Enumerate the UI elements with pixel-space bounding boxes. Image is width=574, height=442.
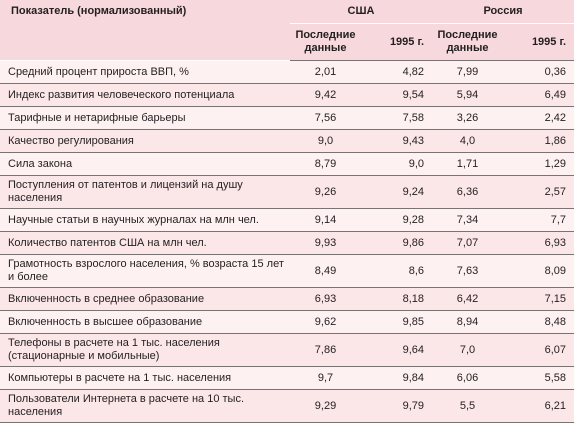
table-row: Сила закона 8,79 9,0 1,71 1,29 <box>0 152 574 176</box>
usa-1995-value: 4,82 <box>361 60 433 84</box>
indicator-name: Компьютеры в расчете на 1 тыс. населения <box>0 366 290 390</box>
usa-latest-value: 9,42 <box>290 83 361 107</box>
russia-latest-value: 4,0 <box>432 129 504 153</box>
russia-latest-value: 8,94 <box>432 310 504 334</box>
indicator-name: Индекс развития человеческого потенциала <box>0 83 290 107</box>
indicator-name: Пользователи Интернета в расчете на 10 т… <box>0 389 290 423</box>
usa-1995-value: 9,43 <box>361 129 433 153</box>
usa-latest-value: 8,49 <box>290 254 361 288</box>
table-row: Пользователи Интернета в расчете на 10 т… <box>0 389 574 423</box>
usa-1995-value: 9,64 <box>361 333 433 367</box>
russia-1995-value: 0,36 <box>503 60 574 84</box>
table-header: Показатель (нормализованный) США Россия … <box>0 0 574 61</box>
russia-1995-header: 1995 г. <box>503 23 574 61</box>
russia-latest-value: 6,06 <box>432 366 504 390</box>
russia-1995-value: 1,86 <box>503 129 574 153</box>
russia-1995-value: 8,09 <box>503 254 574 288</box>
indicator-name: Тарифные и нетарифные барьеры <box>0 106 290 130</box>
table-row: Поступления от патентов и лицензий на ду… <box>0 175 574 209</box>
usa-1995-value: 9,79 <box>361 389 433 423</box>
russia-latest-value: 7,34 <box>432 208 504 232</box>
russia-latest-value: 5,5 <box>432 389 504 423</box>
usa-1995-value: 9,85 <box>361 310 433 334</box>
usa-1995-value: 8,6 <box>361 254 433 288</box>
table-row: Включенность в высшее образование 9,62 9… <box>0 310 574 334</box>
indicator-column-header: Показатель (нормализованный) <box>0 0 290 61</box>
indicator-name: Поступления от патентов и лицензий на ду… <box>0 175 290 209</box>
russia-1995-value: 8,48 <box>503 310 574 334</box>
usa-latest-value: 7,56 <box>290 106 361 130</box>
russia-latest-header: Последние данные <box>432 23 504 61</box>
usa-1995-value: 9,24 <box>361 175 433 209</box>
table-row: Включенность в среднее образование 6,93 … <box>0 287 574 311</box>
usa-latest-value: 9,14 <box>290 208 361 232</box>
russia-latest-value: 7,63 <box>432 254 504 288</box>
usa-latest-value: 9,26 <box>290 175 361 209</box>
indicator-name: Качество регулирования <box>0 129 290 153</box>
russia-latest-value: 6,42 <box>432 287 504 311</box>
table-row: Компьютеры в расчете на 1 тыс. населения… <box>0 366 574 390</box>
usa-latest-value: 9,93 <box>290 231 361 255</box>
russia-1995-value: 6,93 <box>503 231 574 255</box>
russia-1995-value: 2,57 <box>503 175 574 209</box>
usa-latest-value: 8,79 <box>290 152 361 176</box>
usa-latest-value: 2,01 <box>290 60 361 84</box>
usa-1995-value: 9,86 <box>361 231 433 255</box>
table-row: Грамотность взрослого населения, % возра… <box>0 254 574 288</box>
usa-1995-value: 7,58 <box>361 106 433 130</box>
russia-latest-value: 7,07 <box>432 231 504 255</box>
russia-1995-value: 6,49 <box>503 83 574 107</box>
usa-latest-header: Последние данные <box>290 23 361 61</box>
usa-group-header: США <box>290 0 433 24</box>
indicator-name: Телефоны в расчете на 1 тыс. населения (… <box>0 333 290 367</box>
table-row: Средний процент прироста ВВП, % 2,01 4,8… <box>0 60 574 84</box>
russia-1995-value: 6,21 <box>503 389 574 423</box>
indicator-name: Средний процент прироста ВВП, % <box>0 60 290 84</box>
usa-latest-value: 9,29 <box>290 389 361 423</box>
table-row: Качество регулирования 9,0 9,43 4,0 1,86 <box>0 129 574 153</box>
table-row: Телефоны в расчете на 1 тыс. населения (… <box>0 333 574 367</box>
usa-1995-header: 1995 г. <box>361 23 433 61</box>
usa-latest-value: 9,7 <box>290 366 361 390</box>
indicator-name: Сила закона <box>0 152 290 176</box>
indicator-name: Включенность в высшее образование <box>0 310 290 334</box>
usa-latest-value: 9,0 <box>290 129 361 153</box>
russia-latest-value: 6,36 <box>432 175 504 209</box>
table-row: Научные статьи в научных журналах на млн… <box>0 208 574 232</box>
russia-1995-value: 5,58 <box>503 366 574 390</box>
table-row: Тарифные и нетарифные барьеры 7,56 7,58 … <box>0 106 574 130</box>
usa-1995-value: 9,84 <box>361 366 433 390</box>
table-row: Индекс развития человеческого потенциала… <box>0 83 574 107</box>
russia-1995-value: 6,07 <box>503 333 574 367</box>
russia-1995-value: 7,15 <box>503 287 574 311</box>
russia-1995-value: 2,42 <box>503 106 574 130</box>
russia-1995-value: 7,7 <box>503 208 574 232</box>
usa-latest-value: 7,86 <box>290 333 361 367</box>
usa-1995-value: 9,54 <box>361 83 433 107</box>
indicator-name: Количество патентов США на млн чел. <box>0 231 290 255</box>
russia-latest-value: 1,71 <box>432 152 504 176</box>
indicator-name: Включенность в среднее образование <box>0 287 290 311</box>
russia-group-header: Россия <box>432 0 574 24</box>
indicators-table: Показатель (нормализованный) США Россия … <box>0 0 574 423</box>
usa-1995-value: 9,28 <box>361 208 433 232</box>
russia-1995-value: 1,29 <box>503 152 574 176</box>
usa-latest-value: 9,62 <box>290 310 361 334</box>
indicator-name: Грамотность взрослого населения, % возра… <box>0 254 290 288</box>
usa-1995-value: 9,0 <box>361 152 433 176</box>
usa-latest-value: 6,93 <box>290 287 361 311</box>
russia-latest-value: 7,99 <box>432 60 504 84</box>
table-row: Количество патентов США на млн чел. 9,93… <box>0 231 574 255</box>
usa-1995-value: 8,18 <box>361 287 433 311</box>
russia-latest-value: 5,94 <box>432 83 504 107</box>
russia-latest-value: 7,0 <box>432 333 504 367</box>
russia-latest-value: 3,26 <box>432 106 504 130</box>
indicator-name: Научные статьи в научных журналах на млн… <box>0 208 290 232</box>
